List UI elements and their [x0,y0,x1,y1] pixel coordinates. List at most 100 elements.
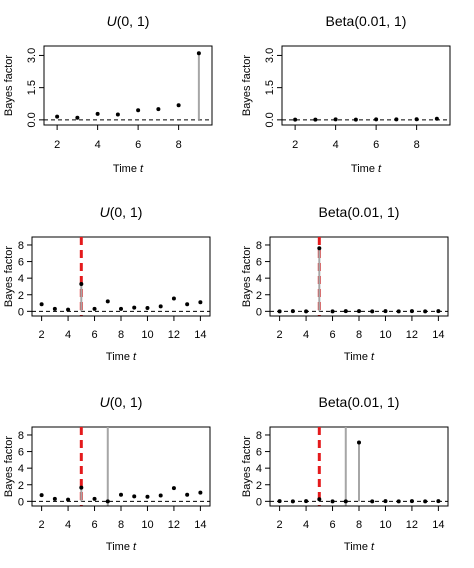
x-tick-label-2: 4 [303,329,309,341]
data-point-3 [95,111,100,116]
data-point-1 [39,302,44,307]
chart-panel-4: Beta(0.01, 1) 2 4 6 8 10 12 14 0 2 4 6 8 Time t Bayes … [241,204,449,363]
y-tick-label-2: 2 [256,290,262,302]
y-tick-label-4: 6 [256,447,262,459]
data-point-11 [171,486,176,491]
data-point-2 [52,306,57,311]
data-point-7 [357,309,361,314]
plot-frame [269,236,449,317]
y-tick-label-1: 0.0 [264,112,276,127]
x-axis-label: Time t [351,163,382,175]
chart-title: U(0, 1) [100,204,143,220]
chart-title: Beta(0.01, 1) [319,204,400,220]
chart-title: Beta(0.01, 1) [326,13,407,29]
x-tick-label-1: 2 [54,139,60,151]
x-tick-label-3: 6 [135,139,141,151]
data-point-1 [293,117,298,122]
data-point-7 [119,306,123,311]
x-axis-label-var: t [371,351,375,363]
y-tick-label-1: 0 [256,496,262,508]
chart-title: Beta(0.01, 1) [319,394,400,410]
data-point-4 [79,485,84,490]
x-tick-label-2: 4 [65,519,71,531]
data-point-2 [75,115,80,120]
chart-title-args: (0, 1) [110,394,143,410]
data-point-5 [374,117,379,122]
x-axis-label-var: t [133,541,137,553]
x-tick-label-5: 10 [379,329,391,341]
data-point-3 [304,309,309,314]
data-point-10 [396,309,401,314]
data-point-1 [277,309,282,314]
x-tick-label-1: 2 [277,329,283,341]
data-point-8 [370,309,375,314]
chart-title-dist: U [100,204,111,220]
chart-title-args: (0, 1) [110,204,143,220]
x-tick-label-4: 8 [356,519,362,531]
data-point-11 [171,296,176,301]
data-point-2 [313,117,318,122]
x-tick-label-3: 6 [373,139,379,151]
plot-frame [43,45,213,126]
x-tick-label-6: 12 [168,519,180,531]
y-tick-label-5: 8 [18,240,24,252]
data-point-3 [66,497,71,502]
data-point-7 [414,117,419,122]
x-tick-label-4: 8 [414,139,420,151]
x-tick-label-3: 6 [329,329,335,341]
x-tick-label-7: 14 [432,519,444,531]
x-tick-label-7: 14 [194,519,206,531]
x-tick-label-6: 12 [168,329,180,341]
y-tick-label-3: 4 [256,463,262,475]
chart-title-args: (0, 1) [117,13,150,29]
data-point-8 [196,51,201,56]
x-axis-label-var: t [378,163,382,175]
chart-panel-1: U(0, 1) 2 4 6 8 0.0 1.5 3.0 Time t Bayes factor [3,13,213,175]
y-axis-label: Bayes factor [3,436,15,497]
plot-frame [281,45,451,126]
data-point-1 [277,499,282,504]
x-tick-label-5: 10 [141,329,153,341]
y-tick-label-5: 8 [18,430,24,442]
data-point-9 [383,309,388,314]
x-tick-label-2: 4 [303,519,309,531]
x-tick-label-4: 8 [118,519,124,531]
y-tick-label-2: 2 [256,480,262,492]
data-point-1 [55,114,60,119]
x-axis-label: Time t [106,541,137,553]
y-tick-label-4: 6 [18,447,24,459]
x-axis-label-var: t [140,163,144,175]
x-axis-label-text: Time [106,351,130,363]
x-axis-label-text: Time [351,163,375,175]
data-point-4 [115,112,120,117]
x-tick-label-3: 6 [329,519,335,531]
data-point-9 [145,494,150,499]
x-tick-label-6: 12 [406,329,418,341]
x-axis-label: Time t [113,163,144,175]
x-axis-label-text: Time [106,541,130,553]
data-point-13 [198,300,203,305]
data-point-8 [370,499,375,504]
x-axis-label-text: Time [344,351,368,363]
chart-title: U(0, 1) [107,13,150,29]
x-tick-label-1: 2 [292,139,298,151]
y-tick-label-4: 6 [18,257,24,269]
data-point-7 [119,492,123,497]
x-axis-label-var: t [133,351,137,363]
x-tick-label-1: 2 [39,329,45,341]
x-tick-label-3: 6 [91,519,97,531]
y-tick-label-2: 2 [18,290,24,302]
data-point-1 [39,493,44,498]
data-point-5 [330,309,335,314]
data-point-5 [92,496,97,501]
data-point-6 [343,499,348,504]
y-axis-label: Bayes factor [241,246,253,307]
data-point-4 [317,246,322,251]
y-tick-label-3: 3.0 [26,48,38,63]
data-point-3 [333,117,338,122]
data-point-10 [396,499,401,504]
x-tick-label-4: 8 [356,329,362,341]
y-tick-label-5: 8 [256,240,262,252]
data-point-12 [185,492,190,497]
